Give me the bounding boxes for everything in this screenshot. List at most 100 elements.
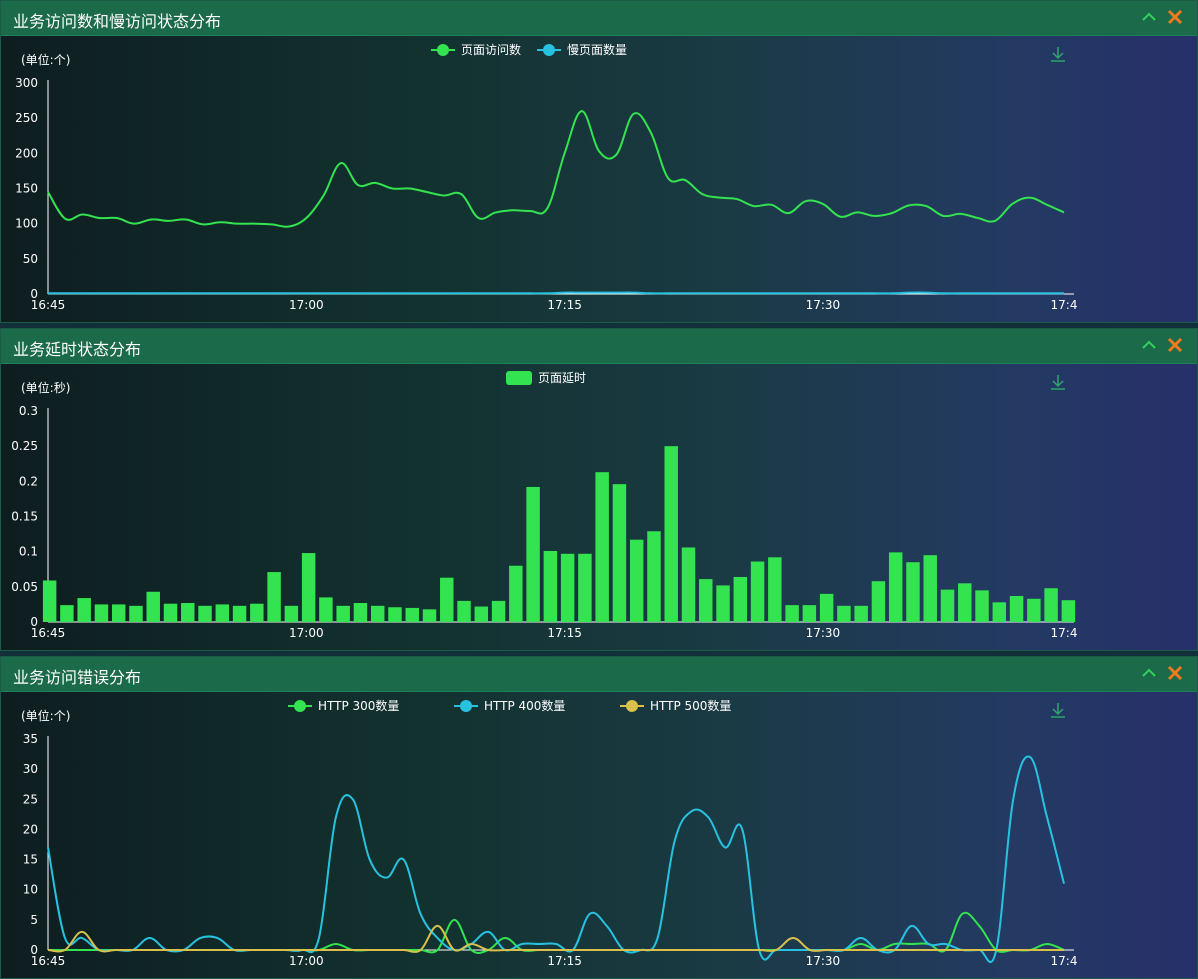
bar[interactable] — [923, 555, 937, 622]
y-tick-label: 200 — [15, 146, 38, 160]
x-tick-label: 17:15 — [547, 954, 582, 968]
bar[interactable] — [560, 553, 575, 622]
legend-item[interactable]: HTTP 500数量 — [620, 698, 731, 713]
bar[interactable] — [440, 577, 454, 622]
bar[interactable] — [388, 607, 402, 622]
bar[interactable] — [629, 539, 644, 622]
x-tick-label: 17:30 — [806, 954, 841, 968]
bar[interactable] — [888, 552, 903, 622]
bar[interactable] — [457, 600, 471, 622]
bar[interactable] — [664, 446, 678, 622]
bar[interactable] — [940, 589, 955, 622]
panel-title: 业务访问错误分布 — [13, 668, 142, 687]
bar[interactable] — [750, 561, 765, 622]
bar[interactable] — [198, 605, 212, 622]
y-tick-label: 150 — [15, 182, 38, 196]
bar[interactable] — [1044, 588, 1058, 622]
bar[interactable] — [906, 562, 920, 622]
y-tick-label: 0.1 — [19, 545, 38, 559]
bar[interactable] — [526, 486, 540, 622]
bar[interactable] — [647, 531, 661, 622]
bar[interactable] — [854, 605, 868, 622]
series-line[interactable] — [47, 911, 1065, 954]
bar[interactable] — [992, 602, 1007, 622]
chevron-up-icon[interactable] — [1139, 335, 1159, 355]
bar[interactable] — [284, 605, 299, 622]
bar[interactable] — [405, 607, 419, 622]
legend-item[interactable]: 慢页面数量 — [537, 42, 627, 57]
bar[interactable] — [491, 600, 506, 622]
bar[interactable] — [543, 550, 558, 622]
download-icon[interactable] — [1051, 47, 1065, 62]
bar[interactable] — [215, 604, 230, 622]
bar[interactable] — [1009, 595, 1024, 622]
panel-title: 业务访问数和慢访问状态分布 — [13, 12, 222, 31]
bar[interactable] — [733, 576, 748, 622]
bar[interactable] — [267, 572, 281, 622]
bar[interactable] — [111, 604, 126, 622]
legend-item[interactable]: 页面延时 — [506, 371, 586, 385]
series-line[interactable] — [47, 924, 1064, 953]
bar[interactable] — [1061, 600, 1076, 622]
panel-header: 业务访问数和慢访问状态分布 — [1, 1, 1197, 36]
bar[interactable] — [42, 580, 57, 622]
close-icon[interactable] — [1165, 663, 1185, 683]
bar[interactable] — [60, 605, 74, 622]
bar[interactable] — [612, 484, 627, 622]
bar[interactable] — [353, 603, 368, 622]
bar[interactable] — [181, 603, 195, 622]
bar[interactable] — [301, 553, 316, 622]
bar[interactable] — [958, 583, 972, 622]
bar[interactable] — [319, 597, 333, 622]
bar[interactable] — [578, 553, 592, 622]
chart-page-latency: (单位:秒) 0 0.05 0.1 0.15 0.2 0.25 0.3 16:45 17:00 17… — [11, 371, 1077, 640]
legend-marker — [626, 700, 638, 712]
bar[interactable] — [768, 557, 782, 622]
bar[interactable] — [785, 605, 799, 622]
x-tick-label: 17:00 — [289, 954, 324, 968]
unit-label: (单位:个) — [21, 52, 70, 67]
series-line[interactable] — [48, 291, 1064, 295]
legend: HTTP 300数量 HTTP 400数量 HTTP 500数量 — [288, 698, 731, 713]
bar[interactable] — [1027, 598, 1041, 622]
bar[interactable] — [250, 603, 264, 622]
bar[interactable] — [336, 605, 350, 622]
x-tick-label: 17:4 — [1051, 298, 1078, 312]
bar[interactable] — [509, 565, 523, 622]
bar[interactable] — [837, 605, 851, 622]
series-line[interactable] — [47, 755, 1065, 963]
bar[interactable] — [370, 605, 385, 622]
x-tick-label: 17:15 — [547, 626, 582, 640]
bar[interactable] — [699, 579, 713, 622]
bar[interactable] — [871, 581, 886, 622]
bar[interactable] — [77, 598, 91, 622]
bar[interactable] — [422, 609, 437, 622]
legend-item[interactable]: HTTP 400数量 — [454, 698, 565, 713]
panel-access-errors: 业务访问错误分布 (单位:个) 0 5 10 15 20 25 30 35 16:45 17:00 1… — [0, 656, 1198, 979]
bar[interactable] — [129, 605, 143, 622]
legend-item[interactable]: 页面访问数 — [431, 42, 521, 57]
legend-marker — [294, 700, 306, 712]
y-tick-label: 100 — [15, 217, 38, 231]
bar[interactable] — [474, 606, 489, 622]
series-line[interactable] — [47, 110, 1065, 228]
bar[interactable] — [146, 591, 160, 622]
bar[interactable] — [163, 603, 178, 622]
bar[interactable] — [595, 472, 609, 622]
bar[interactable] — [681, 547, 696, 622]
bar[interactable] — [819, 593, 834, 622]
legend-marker — [543, 44, 555, 56]
bar[interactable] — [802, 605, 817, 622]
download-icon[interactable] — [1051, 375, 1065, 390]
bar[interactable] — [94, 604, 109, 622]
chevron-up-icon[interactable] — [1139, 663, 1159, 683]
close-icon[interactable] — [1165, 335, 1185, 355]
download-icon[interactable] — [1051, 703, 1065, 718]
bar[interactable] — [232, 605, 247, 622]
legend-item[interactable]: HTTP 300数量 — [288, 698, 399, 713]
y-tick-label: 35 — [23, 732, 38, 746]
bar[interactable] — [975, 590, 989, 622]
chevron-up-icon[interactable] — [1139, 7, 1159, 27]
close-icon[interactable] — [1165, 7, 1185, 27]
bar[interactable] — [716, 585, 730, 622]
